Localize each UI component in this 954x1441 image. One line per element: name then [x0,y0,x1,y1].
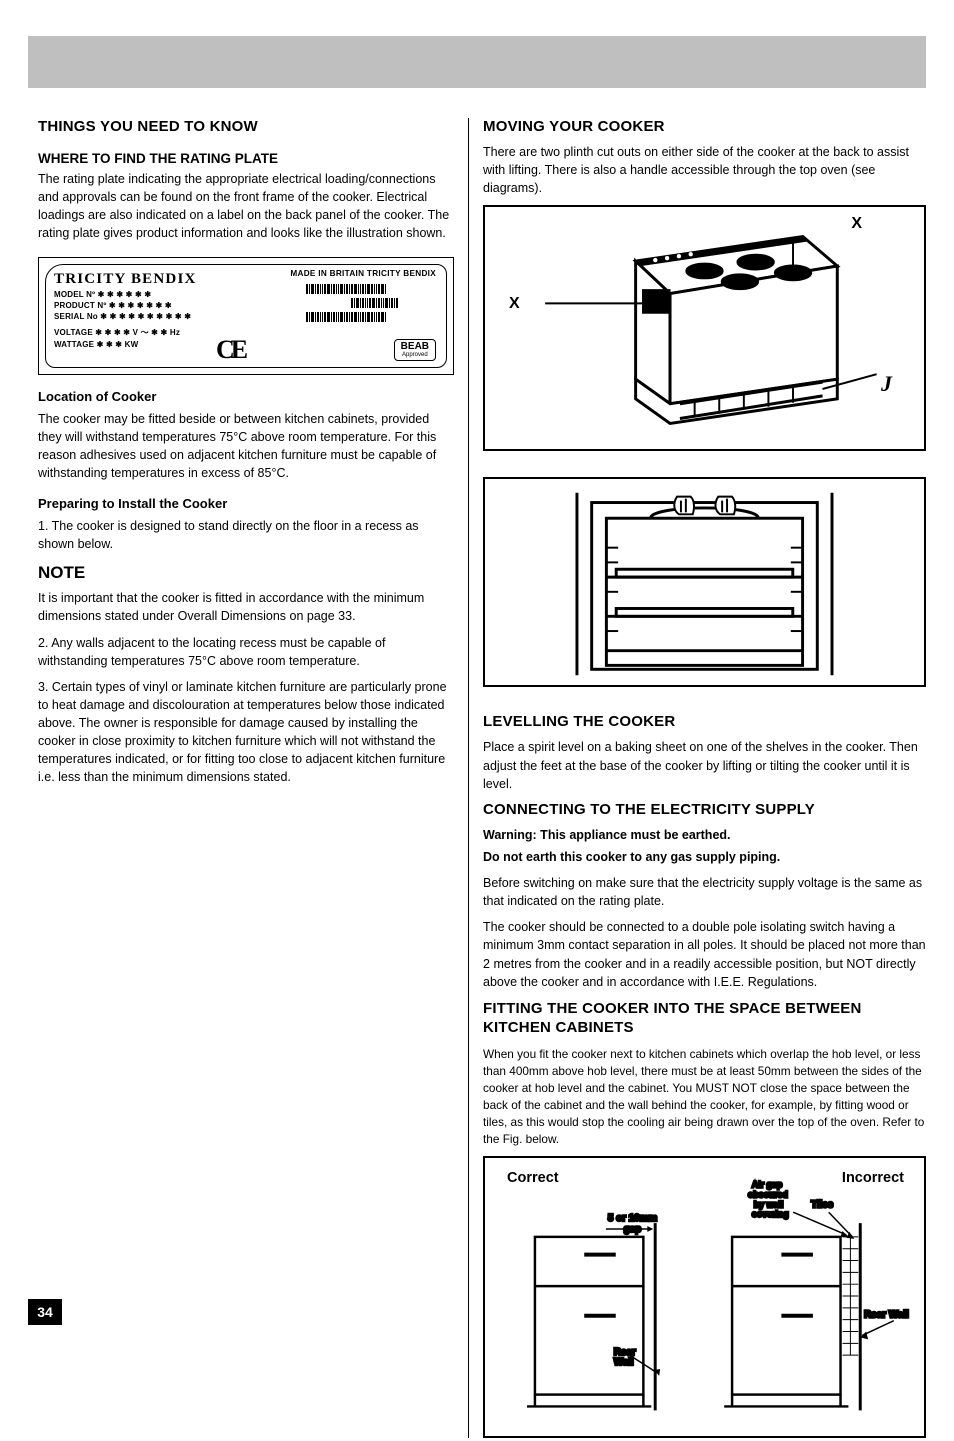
page-number: 34 [28,1299,62,1325]
rating-body: The rating plate indicating the appropri… [38,170,454,243]
note-heading: NOTE [38,563,454,583]
rating-plate-diagram: TRICITY BENDIX MADE IN BRITAIN TRICITY B… [38,257,454,375]
rp-voltage: VOLTAGE ✱ ✱ ✱ ✱ V ～ ✱ ✱ Hz [54,327,438,338]
preparing-heading: Preparing to Install the Cooker [38,496,454,511]
fit-diagram: Correct Incorrect [483,1156,926,1438]
left-heading: THINGS YOU NEED TO KNOW [38,118,454,135]
left-column: THINGS YOU NEED TO KNOW WHERE TO FIND TH… [28,118,468,1438]
prep-step-1: 1. The cooker is designed to stand direc… [38,517,454,553]
fit-heading: FITTING THE COOKER INTO THE SPACE BETWEE… [483,999,926,1038]
section-banner: INSTALLATION INSTRUCTIONS (CONTINUED) [28,36,926,88]
label-correct: Correct [507,1170,559,1186]
banner-title: INSTALLATION INSTRUCTIONS (CONTINUED) [42,52,435,73]
svg-text:Air gap: Air gap [752,1180,783,1190]
svg-text:5 or 10mm: 5 or 10mm [608,1213,657,1224]
level-body: Place a spirit level on a baking sheet o… [483,738,926,792]
connect-body-1: Before switching on make sure that the e… [483,874,926,910]
svg-text:by wall: by wall [754,1200,784,1210]
beab-badge: BEAB Approved [394,339,436,361]
fit-body: When you fit the cooker next to kitchen … [483,1046,926,1149]
location-heading: Location of Cooker [38,389,454,404]
connect-warn-1: Warning: This appliance must be earthed. [483,826,926,844]
connect-body-2: The cooker should be connected to a doub… [483,918,926,991]
cooker-isometric-diagram: X X J [483,205,926,451]
rating-heading: WHERE TO FIND THE RATING PLATE [38,151,454,166]
right-column: MOVING YOUR COOKER There are two plinth … [468,118,926,1438]
move-body: There are two plinth cut outs on either … [483,143,926,197]
svg-text:Tiles: Tiles [811,1200,834,1211]
connect-heading: CONNECTING TO THE ELECTRICITY SUPPLY [483,801,926,818]
fit-svg: 5 or 10mm gap Rear Wall [485,1158,924,1436]
svg-text:obscured: obscured [748,1190,788,1200]
move-heading: MOVING YOUR COOKER [483,118,926,135]
ce-mark-icon: CE [216,335,244,365]
rp-made-in: MADE IN BRITAIN TRICITY BENDIX [290,269,436,278]
rp-wattage: WATTAGE ✱ ✱ ✱ KW [54,340,438,349]
svg-text:Wall: Wall [614,1357,634,1368]
oven-handle-diagram [483,477,926,687]
location-body: The cooker may be fitted beside or betwe… [38,410,454,483]
handle-svg [485,479,924,685]
svg-text:Rear Wall: Rear Wall [864,1310,909,1321]
level-heading: LEVELLING THE COOKER [483,713,926,730]
connect-warn-2: Do not earth this cooker to any gas supp… [483,848,926,866]
note-body: It is important that the cooker is fitte… [38,589,454,625]
prep-step-2: 2. Any walls adjacent to the locating re… [38,634,454,670]
cooker-iso-svg [485,207,924,449]
svg-text:covering: covering [752,1209,789,1219]
label-incorrect: Incorrect [842,1170,904,1186]
prep-step-3: 3. Certain types of vinyl or laminate ki… [38,678,454,787]
svg-text:gap: gap [624,1224,642,1235]
